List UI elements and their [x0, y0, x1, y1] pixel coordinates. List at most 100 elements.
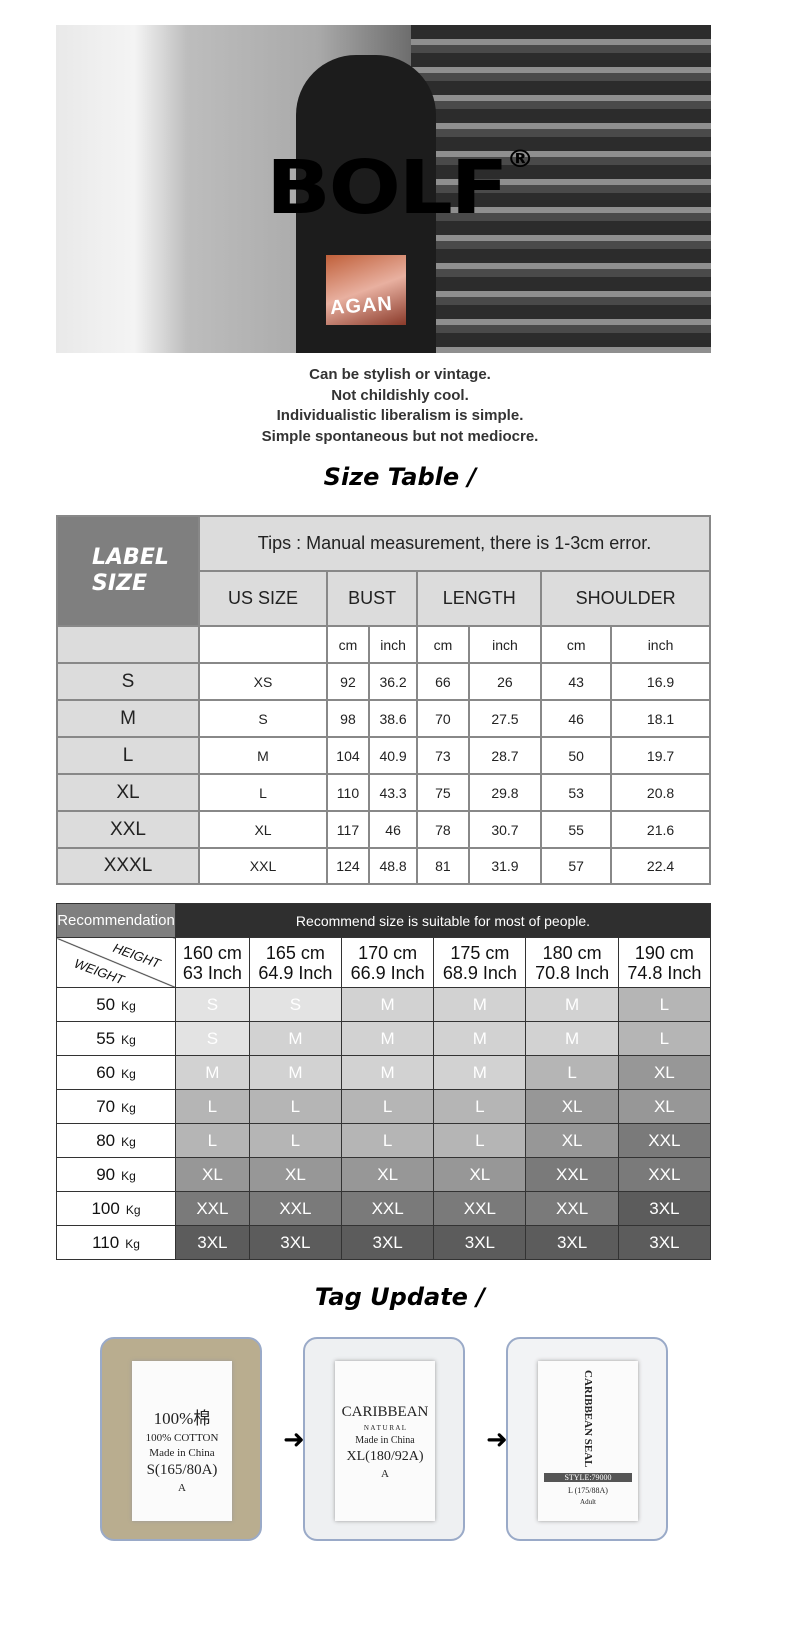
height-row: HEIGHT WEIGHT 160 cm 63 Inch 165 cm 64.9 Inch…	[56, 937, 712, 988]
label-size-corner: LABEL SIZE	[56, 515, 200, 627]
label-text: N A T U R A L	[363, 1424, 407, 1432]
size-recommendation-cell: L	[248, 1089, 343, 1124]
size-recommendation-cell: 3XL	[341, 1225, 435, 1260]
weight-unit: Kg	[121, 1168, 136, 1183]
height-inch: 66.9 Inch	[350, 962, 425, 983]
height-cm: 190 cm	[634, 942, 694, 963]
height-inch: 64.9 Inch	[258, 962, 333, 983]
table-cell: XXL	[198, 847, 328, 885]
size-table: LABEL SIZE Tips : Manual measurement, ther…	[56, 515, 711, 885]
table-cell: 66	[416, 662, 470, 701]
tag-photo: 100%棉 100% COTTON Made in China S(165/80A) A	[100, 1337, 262, 1541]
size-recommendation-cell: L	[175, 1089, 250, 1124]
label-size-cell: XXXL	[56, 847, 200, 885]
arrow-right-icon: ➜	[486, 1424, 508, 1454]
height-header: 190 cm 74.8 Inch	[617, 937, 712, 988]
size-recommendation-cell: M	[433, 1021, 527, 1056]
height-cm: 160 cm	[182, 942, 242, 963]
size-recommendation-cell: XL	[617, 1089, 712, 1124]
tips-cell: Tips : Manual measurement, there is 1-3c…	[198, 515, 711, 572]
size-recommendation-cell: M	[341, 1055, 435, 1090]
height-inch: 70.8 Inch	[535, 962, 610, 983]
table-row: S XS 92 36.2 66 26 43 16.9	[56, 662, 711, 701]
size-recommendation-cell: L	[341, 1089, 435, 1124]
table-cell: 50	[540, 736, 613, 775]
weight-cell: 50 Kg	[56, 987, 176, 1022]
table-cell: 48.8	[367, 847, 419, 885]
weight-unit: Kg	[121, 1100, 136, 1115]
table-cell: 53	[540, 773, 613, 812]
height-inch: 63 Inch	[182, 962, 242, 983]
weight-value: 80	[96, 1130, 116, 1150]
header-cell: US SIZE	[198, 570, 328, 627]
table-cell: 31.9	[467, 847, 543, 885]
size-recommendation-cell: M	[341, 987, 435, 1022]
size-recommendation-cell: XXL	[617, 1157, 712, 1192]
size-recommendation-cell: M	[433, 1055, 527, 1090]
size-recommendation-cell: XXL	[248, 1191, 343, 1226]
table-cell: 19.7	[610, 736, 711, 775]
table-row: 80 Kg L L L L XL XXL	[56, 1123, 712, 1158]
table-row: 90 Kg XL XL XL XL XXL XXL	[56, 1157, 712, 1192]
size-recommendation-cell: M	[341, 1021, 435, 1056]
clothing-label: 100%棉 100% COTTON Made in China S(165/80A) A	[132, 1361, 232, 1521]
tagline: Can be stylish or vintage.	[309, 366, 491, 383]
weight-unit: Kg	[121, 1066, 136, 1081]
table-cell: 81	[416, 847, 470, 885]
tag-update-title: Tag Update /	[314, 1283, 486, 1311]
weight-cell: 70 Kg	[56, 1089, 176, 1124]
table-cell: 124	[326, 847, 370, 885]
size-recommendation-cell: L	[341, 1123, 435, 1158]
unit-cell: inch	[467, 625, 543, 664]
table-row: 60 Kg M M M M L XL	[56, 1055, 712, 1090]
size-recommendation-cell: XXL	[433, 1191, 527, 1226]
table-cell: 43.3	[367, 773, 419, 812]
height-inch: 74.8 Inch	[627, 962, 702, 983]
label-text: L (175/88A)	[568, 1486, 608, 1495]
label-size-cell: XL	[56, 773, 200, 812]
height-header: 160 cm 63 Inch	[175, 937, 250, 988]
table-cell: 43	[540, 662, 613, 701]
table-cell: 98	[326, 699, 370, 738]
tagline: Not childishly cool.	[331, 387, 469, 404]
size-recommendation-cell: S	[175, 1021, 250, 1056]
height-cm: 180 cm	[542, 942, 602, 963]
table-cell: 46	[367, 810, 419, 849]
size-recommendation-cell: L	[525, 1055, 619, 1090]
blank-cell	[56, 625, 200, 664]
unit-cell: cm	[540, 625, 613, 664]
size-recommendation-cell: 3XL	[525, 1225, 619, 1260]
size-recommendation-cell: L	[248, 1123, 343, 1158]
size-recommendation-cell: S	[248, 987, 343, 1022]
label-text: 100%棉	[153, 1409, 211, 1428]
size-recommendation-cell: XXL	[341, 1191, 435, 1226]
size-recommendation-cell: M	[248, 1055, 343, 1090]
size-recommendation-cell: L	[433, 1089, 527, 1124]
table-cell: L	[198, 773, 328, 812]
table-cell: 30.7	[467, 810, 543, 849]
table-cell: 117	[326, 810, 370, 849]
weight-cell: 60 Kg	[56, 1055, 176, 1090]
size-recommendation-cell: XXL	[617, 1123, 712, 1158]
table-cell: 21.6	[610, 810, 711, 849]
label-text: CARIBBEAN SEAL	[582, 1370, 594, 1468]
height-header: 170 cm 66.9 Inch	[341, 937, 435, 988]
weight-unit: Kg	[125, 1202, 141, 1217]
size-recommendation-cell: L	[175, 1123, 250, 1158]
table-cell: XL	[198, 810, 328, 849]
header-cell: LENGTH	[416, 570, 543, 627]
table-cell: 29.8	[467, 773, 543, 812]
table-cell: 57	[540, 847, 613, 885]
header-row: LABEL SIZE Tips : Manual measurement, ther…	[56, 515, 711, 627]
table-row: 110 Kg 3XL 3XL 3XL 3XL 3XL 3XL	[56, 1225, 712, 1260]
size-recommendation-cell: M	[525, 1021, 619, 1056]
unit-cell: inch	[610, 625, 711, 664]
weight-value: 110	[92, 1232, 120, 1252]
table-cell: 26	[467, 662, 543, 701]
size-recommendation-cell: XL	[525, 1123, 619, 1158]
size-recommendation-cell: S	[175, 987, 250, 1022]
table-cell: 22.4	[610, 847, 711, 885]
weight-unit: Kg	[121, 1134, 136, 1149]
clothing-label: CARIBBEAN N A T U R A L Made in China XL(18…	[335, 1361, 435, 1521]
label-size-cell: S	[56, 662, 200, 701]
